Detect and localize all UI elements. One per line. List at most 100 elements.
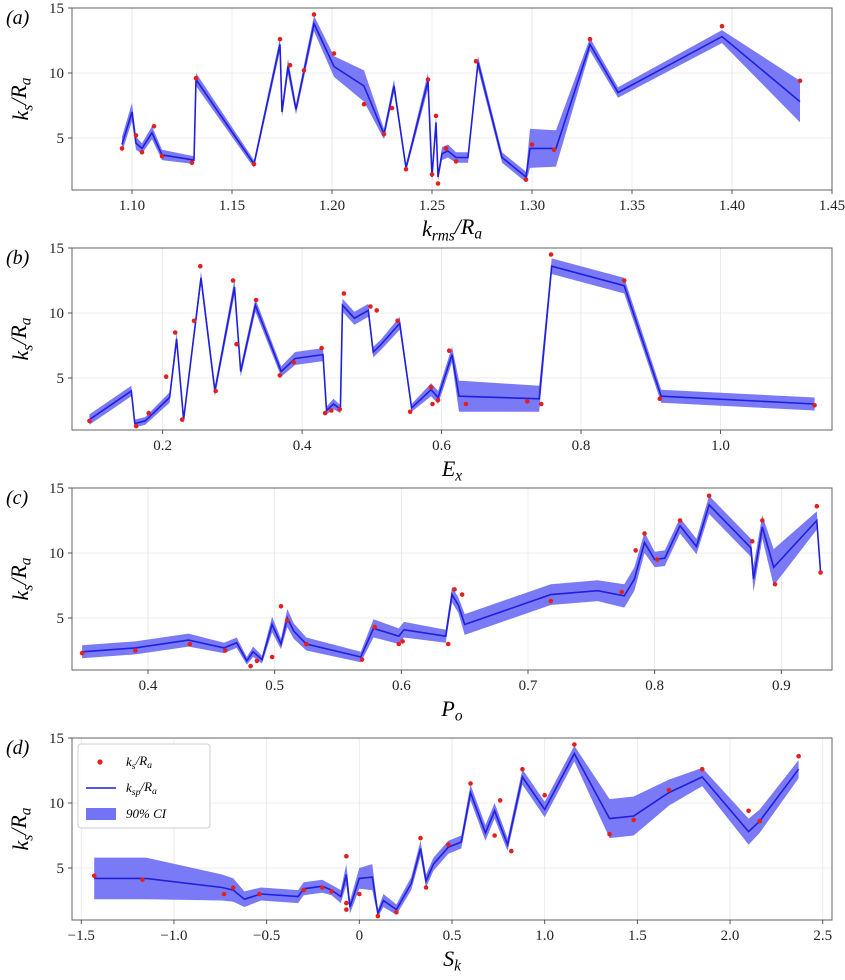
ks-point: [87, 418, 92, 424]
ks-point: [520, 766, 525, 772]
plot-frame: [71, 7, 833, 191]
y-tick-label: 10: [49, 306, 64, 322]
ks-point: [322, 410, 328, 416]
ks-point: [446, 348, 452, 354]
ks-point: [403, 166, 409, 172]
panel-c: 0.4 0.5 0.6 0.7 0.8 0.9 5 10 15 (c) ks/Ra Po: [6, 481, 833, 725]
ks-point: [285, 618, 290, 623]
ks-point: [341, 291, 347, 296]
ks-point: [91, 873, 97, 879]
ks-point: [492, 833, 497, 838]
legend: ks/Ra ksp/Ra 90% CI: [77, 743, 211, 829]
x-tick-label: 2.5: [813, 928, 832, 944]
ks-point: [79, 650, 85, 656]
y-axis-label: ks/Ra: [6, 77, 37, 120]
ks-point: [631, 817, 636, 823]
ks-point: [757, 818, 763, 824]
ci-band: [89, 258, 815, 428]
x-tick-label: 1.40: [719, 198, 745, 214]
ks-point: [256, 891, 262, 897]
ksp-line: [94, 751, 800, 917]
ks-point: [749, 539, 755, 544]
ks-point: [429, 172, 435, 177]
ks-point: [418, 835, 423, 841]
y-tick-label: 10: [49, 66, 64, 82]
y-tick-label: 10: [49, 796, 64, 812]
ks-point: [657, 396, 663, 402]
x-tick-label: 1.0: [535, 928, 554, 944]
ks-point: [278, 604, 284, 609]
x-axis-label: krms/Ra: [422, 214, 482, 245]
plot-frame: [71, 247, 833, 431]
legend-label: ks/Ra: [126, 753, 152, 772]
ks-point: [319, 885, 325, 890]
ks-point: [607, 831, 612, 837]
ks-point: [425, 77, 431, 82]
ks-point: [230, 278, 236, 283]
ks-point: [277, 373, 283, 378]
ks-point: [187, 641, 193, 647]
x-axis-label: Ex: [441, 456, 462, 485]
ks-point: [394, 909, 399, 915]
panel-label: (c): [6, 487, 29, 509]
panel-d: −1.5 −1.0 −0.5 0 0.5 1.0 1.5 2.0 2.5 5 10 15 (d) ks/R…: [6, 731, 833, 975]
ks-point: [329, 408, 334, 413]
x-tick-label: −0.5: [253, 928, 280, 944]
x-tick-label: 0.8: [645, 678, 664, 694]
ks-point: [509, 848, 514, 854]
ks-point: [395, 318, 400, 324]
x-tick-label: −1.5: [68, 928, 95, 944]
ks-point: [189, 160, 195, 165]
ks-point: [301, 68, 307, 73]
ks-point: [254, 658, 260, 664]
ks-point: [357, 891, 362, 897]
x-tick-label: 2.0: [721, 928, 740, 944]
plot-frame: [71, 487, 833, 671]
ks-point: [587, 36, 593, 42]
ks-point: [119, 146, 125, 151]
x-tick-label: 0.6: [432, 438, 451, 454]
x-tick-label: 1.30: [519, 198, 545, 214]
ks-point: [443, 146, 449, 151]
ks-point: [337, 406, 343, 412]
ks-point: [812, 403, 817, 408]
ks-point: [814, 503, 820, 509]
ks-point: [359, 657, 365, 662]
y-tick-label: 5: [57, 371, 65, 387]
x-tick-label: 0: [356, 928, 364, 944]
ks-point: [435, 181, 441, 186]
y-tick-label: 15: [49, 481, 64, 497]
x-tick-label: 1.10: [119, 198, 145, 214]
y-axis-label: ks/Ra: [6, 557, 37, 600]
y-tick-label: 15: [49, 731, 64, 747]
ks-point: [463, 401, 469, 407]
ksp-line: [121, 21, 801, 179]
ksp-line: [82, 503, 822, 663]
legend-dot-icon: [97, 759, 103, 765]
ks-point: [548, 252, 554, 257]
ks-point: [706, 493, 712, 499]
ks-point: [269, 654, 275, 660]
ks-point: [497, 798, 503, 803]
ks-point: [277, 36, 283, 42]
ksp-line: [88, 265, 815, 425]
ks-point: [818, 570, 823, 575]
panel-b: 0.2 0.4 0.6 0.8 1.0 5 10 15 (b) ks/Ra Ex: [6, 241, 833, 485]
ks-point: [221, 891, 227, 897]
ks-point: [423, 885, 429, 890]
y-axis-label: ks/Ra: [6, 807, 37, 850]
ks-point: [331, 51, 337, 56]
y-tick-label: 15: [49, 1, 64, 17]
ks-point: [719, 23, 725, 29]
ks-point: [699, 766, 705, 772]
ks-point: [433, 113, 439, 119]
ks-point: [551, 147, 557, 152]
ks-point: [445, 842, 451, 847]
ks-point: [151, 124, 157, 129]
x-tick-label: 0.5: [265, 678, 284, 694]
x-tick-label: 0.5: [443, 928, 462, 944]
ks-point: [772, 581, 778, 587]
ks-point: [301, 887, 307, 893]
ks-point: [146, 410, 151, 416]
x-tick-label: 1.20: [319, 198, 345, 214]
